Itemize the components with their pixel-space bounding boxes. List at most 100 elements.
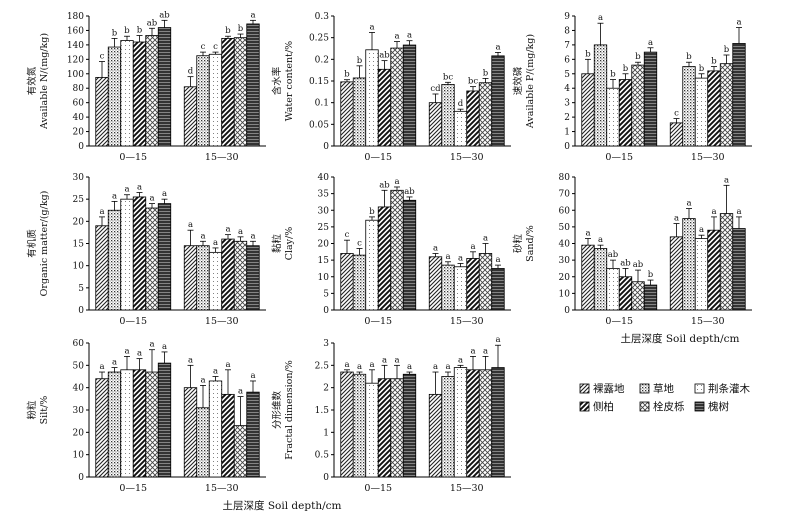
significance-label: b — [724, 45, 730, 55]
bar — [132, 196, 147, 311]
y-tick-label: 6 — [564, 55, 570, 65]
y-tick-label: 20 — [73, 217, 85, 227]
x-tick-label: 0—15 — [119, 316, 147, 327]
significance-label: a — [250, 10, 255, 20]
significance-label: a — [149, 340, 154, 350]
y-axis-title-en: Fractal dimension/% — [284, 360, 295, 460]
significance-label: b — [585, 49, 591, 59]
y-tick-label: 70 — [559, 190, 571, 200]
x-tick-label: 0—15 — [364, 152, 392, 163]
y-tick-label: 0.1 — [315, 99, 329, 109]
significance-label: c — [100, 52, 105, 62]
significance-label: b — [357, 56, 363, 66]
x-axis-title-right: 土层深度 Soil depth/cm — [621, 332, 740, 345]
x-tick-label: 0—15 — [364, 316, 392, 327]
significance-label: bc — [468, 77, 478, 87]
x-tick-label: 15—30 — [205, 152, 239, 163]
y-tick-label: 2 — [323, 384, 329, 394]
significance-label: c — [674, 109, 679, 119]
significance-label: a — [483, 346, 488, 356]
x-tick-label: 0—15 — [605, 316, 633, 327]
bar — [390, 189, 404, 311]
bar — [428, 256, 443, 311]
significance-label: c — [345, 230, 350, 240]
significance-label: a — [99, 207, 104, 217]
bar — [466, 369, 480, 478]
x-tick-label: 15—30 — [450, 152, 484, 163]
y-tick-label: 80 — [559, 173, 571, 183]
bar — [377, 206, 392, 311]
bar — [428, 393, 443, 478]
y-axis-title-zh: 黏粒 — [271, 234, 283, 254]
bar — [453, 266, 468, 311]
y-tick-label: 40 — [73, 113, 85, 123]
y-tick-label: 30 — [73, 173, 85, 183]
y-axis-title-en: Silt/% — [39, 396, 50, 425]
bar — [233, 240, 248, 311]
significance-label: a — [445, 252, 450, 262]
y-tick-label: 25 — [318, 223, 330, 233]
y-tick-label: 2 — [564, 113, 570, 123]
y-tick-label: 10 — [318, 273, 330, 283]
bar — [246, 391, 260, 478]
y-tick-label: 1 — [564, 128, 570, 138]
bar — [606, 268, 620, 311]
x-tick-label: 15—30 — [205, 316, 239, 327]
bar — [340, 253, 354, 311]
bar — [120, 369, 134, 478]
bar — [145, 35, 159, 147]
significance-label: b — [225, 26, 231, 36]
significance-label: a — [213, 367, 218, 377]
bar — [340, 81, 354, 147]
bar — [95, 76, 109, 147]
y-tick-label: 4 — [564, 84, 570, 94]
y-tick-label: 20 — [73, 428, 85, 438]
y-axis-title-en: Available N/(mg/kg) — [39, 33, 50, 130]
significance-label: b — [238, 24, 244, 34]
bar — [669, 122, 684, 147]
y-tick-label: 5 — [323, 289, 329, 299]
y-axis-title-zh: 含水率 — [271, 66, 283, 95]
y-axis-title-en: Available P/(mg/kg) — [525, 34, 536, 129]
bar — [352, 254, 367, 311]
significance-label: c — [357, 238, 362, 248]
significance-label: a — [495, 42, 500, 52]
significance-label: a — [495, 255, 500, 265]
bar — [441, 264, 455, 311]
significance-label: a — [137, 183, 142, 193]
bar — [377, 68, 392, 147]
bar — [377, 378, 392, 478]
y-tick-label: 40 — [73, 384, 85, 394]
y-axis-title-en: Sand/% — [525, 225, 536, 262]
bar — [478, 82, 493, 147]
y-tick-label: 120 — [67, 55, 84, 65]
legend-swatch — [639, 383, 650, 394]
bar — [491, 268, 505, 311]
y-tick-label: 3 — [323, 339, 329, 349]
significance-label: ab — [159, 10, 170, 20]
bar — [631, 281, 645, 311]
bar — [694, 238, 709, 311]
bar — [183, 86, 198, 147]
significance-label: a — [99, 362, 104, 372]
legend-label: 荆条灌木 — [708, 382, 750, 395]
legend-swatch — [579, 383, 590, 394]
bar — [221, 37, 235, 147]
significance-label: a — [394, 32, 399, 42]
y-tick-label: 140 — [67, 41, 84, 51]
y-tick-label: 60 — [73, 339, 85, 349]
bar — [402, 199, 417, 311]
significance-label: a — [137, 349, 142, 359]
significance-label: d — [188, 67, 194, 77]
y-axis-title-zh: 速效磷 — [512, 66, 524, 95]
significance-label: ab — [620, 258, 631, 268]
y-tick-label: 25 — [73, 195, 85, 205]
significance-label: a — [458, 355, 463, 365]
significance-label: a — [188, 355, 193, 365]
significance-label: a — [369, 360, 374, 370]
bar — [631, 64, 645, 147]
